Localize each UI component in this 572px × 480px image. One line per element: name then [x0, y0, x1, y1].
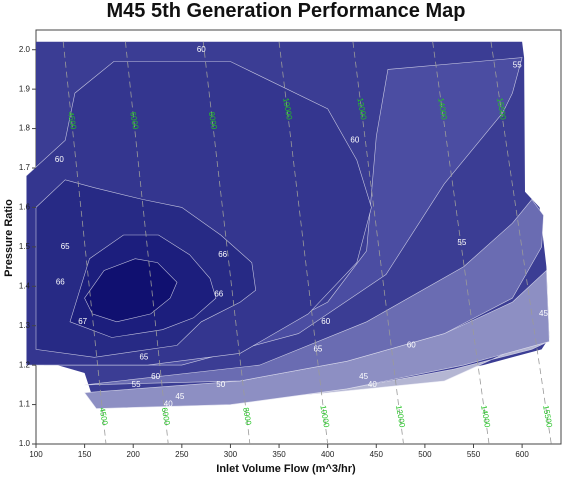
- speed-line-label-bottom: 14000: [479, 405, 492, 429]
- speed-line-label-bottom: 15500: [541, 405, 554, 429]
- speed-line-6000: [125, 41, 169, 445]
- y-tick-label: 1.8: [19, 124, 31, 133]
- y-tick-label: 1.4: [19, 281, 31, 290]
- speed-line-15500: [490, 41, 552, 445]
- contour-label: 45: [175, 392, 184, 401]
- contour-label: 45: [359, 372, 368, 381]
- contour-label: 55: [513, 61, 522, 70]
- y-tick-label: 2.0: [19, 45, 31, 54]
- y-tick-label: 1.3: [19, 321, 31, 330]
- speed-lines: 4500 4500 6000 6000 8000 8000 10000 10000 12000 1…: [62, 41, 554, 445]
- y-tick-label: 1.1: [19, 400, 31, 409]
- x-axis-label: Inlet Volume Flow (m^3/hr): [216, 463, 356, 475]
- y-tick-label: 1.5: [19, 242, 31, 251]
- y-tick-label: 1.9: [19, 84, 31, 93]
- speed-line-label-top: 6000: [128, 111, 140, 131]
- contour-label: 67: [78, 317, 87, 326]
- contour-label: 66: [56, 277, 65, 286]
- contour-label: 55: [457, 238, 466, 247]
- contour-label: 60: [55, 155, 64, 164]
- contour-label: 60: [321, 317, 330, 326]
- speed-line-label-bottom: 8000: [241, 407, 253, 427]
- contour-label: 40: [368, 380, 377, 389]
- y-tick-label: 1.7: [19, 163, 31, 172]
- contour-label: 66: [214, 289, 223, 298]
- x-tick-label: 350: [272, 450, 286, 459]
- chart-title: M45 5th Generation Performance Map: [106, 0, 466, 22]
- speed-line-label-bottom: 6000: [160, 407, 172, 427]
- contour-label: 65: [61, 242, 70, 251]
- contour-label: 50: [216, 380, 225, 389]
- speed-line-label-bottom: 12000: [394, 405, 407, 429]
- contour-label: 60: [151, 372, 160, 381]
- speed-line-label-top: 14000: [436, 97, 449, 121]
- x-tick-label: 200: [127, 450, 141, 459]
- contour-label: 65: [313, 344, 322, 353]
- speed-line-label-top: 10000: [281, 97, 294, 121]
- contour-label: 50: [543, 234, 552, 243]
- contour-label: 40: [164, 400, 173, 409]
- contour-label: 45: [539, 309, 548, 318]
- y-tick-label: 1.0: [19, 439, 31, 448]
- speed-line-label-top: 15500: [495, 97, 508, 121]
- speed-line-10000: [278, 41, 329, 445]
- contour-level-55: [84, 199, 544, 386]
- contour-label: 66: [218, 250, 227, 259]
- contour-label: 65: [139, 352, 148, 361]
- y-tick-label: 1.2: [19, 360, 31, 369]
- x-tick-label: 550: [467, 450, 481, 459]
- contour-label: 60: [407, 341, 416, 350]
- x-tick-label: 400: [321, 450, 335, 459]
- contour-label: 60: [350, 136, 359, 145]
- speed-line-label-bottom: 4500: [97, 407, 109, 427]
- x-tick-label: 300: [224, 450, 238, 459]
- y-tick-label: 1.6: [19, 203, 31, 212]
- speed-line-8000: [202, 41, 251, 445]
- x-tick-label: 450: [370, 450, 384, 459]
- speed-line-12000: [352, 41, 404, 445]
- speed-line-label-top: 12000: [355, 97, 368, 121]
- speed-line-label-top: 8000: [207, 111, 219, 131]
- speed-line-4500: [62, 41, 107, 445]
- x-tick-label: 600: [515, 450, 529, 459]
- x-tick-label: 100: [29, 450, 43, 459]
- x-tick-label: 150: [78, 450, 92, 459]
- x-tick-label: 500: [418, 450, 432, 459]
- speed-line-label-top: 4500: [66, 111, 78, 131]
- contour-labels: 60 60 60 65 66 66 66 67 60 65 60 55 50 45 55 65 60 55 50 45…: [55, 45, 553, 409]
- contour-levels: [25, 57, 550, 409]
- axes: 100 150 200 250 300 350 400 450 500 550 600 1.0 1.1 1…: [19, 45, 529, 459]
- contour-label: 55: [132, 380, 141, 389]
- contour-label: 60: [197, 45, 206, 54]
- x-tick-label: 250: [175, 450, 189, 459]
- speed-line-label-bottom: 10000: [318, 405, 331, 429]
- speed-line-14000: [432, 41, 490, 445]
